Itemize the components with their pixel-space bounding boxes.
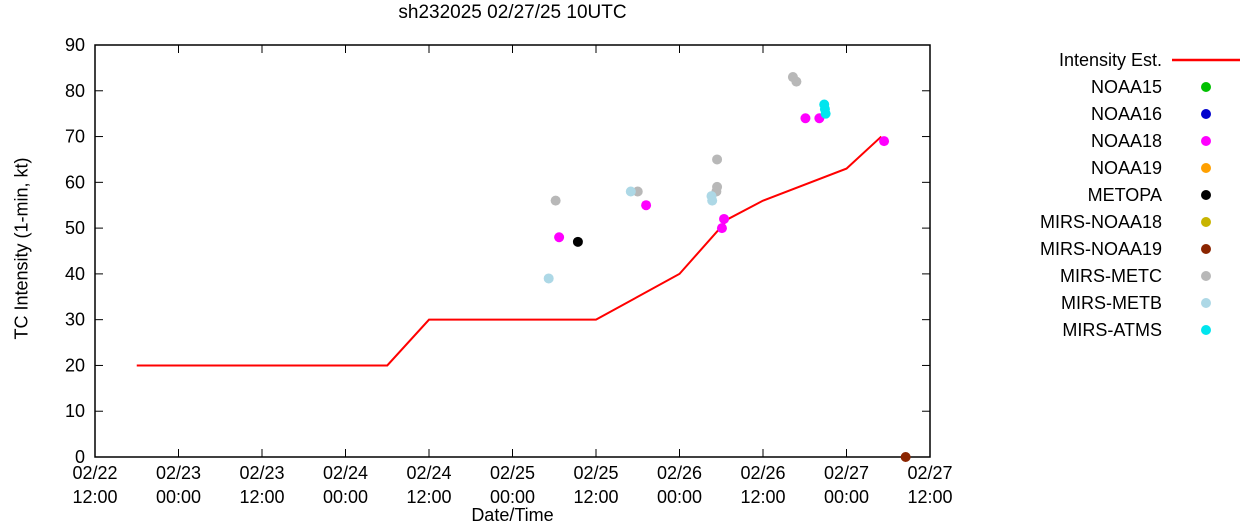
y-tick-label: 60 — [65, 172, 85, 192]
x-tick-label-date: 02/26 — [657, 463, 702, 483]
x-axis-label: Date/Time — [471, 505, 554, 525]
legend-marker-dot-noaa18 — [1201, 136, 1211, 146]
legend-label-metopa: METOPA — [1088, 185, 1162, 205]
scatter-point-mirs-metb — [543, 273, 554, 284]
legend-label-noaa19: NOAA19 — [1091, 158, 1162, 178]
x-tick-label-date: 02/25 — [490, 463, 535, 483]
legend-label-noaa18: NOAA18 — [1091, 131, 1162, 151]
legend-label-mirs-atms: MIRS-ATMS — [1062, 320, 1162, 340]
legend-label-noaa15: NOAA15 — [1091, 77, 1162, 97]
scatter-point-noaa18 — [554, 232, 565, 243]
x-tick-label-date: 02/22 — [72, 463, 117, 483]
chart-title: sh232025 02/27/25 10UTC — [398, 2, 627, 23]
legend-marker-dot-mirs-noaa18 — [1201, 217, 1211, 227]
x-tick-label-date: 02/23 — [239, 463, 284, 483]
scatter-point-mirs-atms — [820, 108, 831, 119]
scatter-point-mirs-noaa19 — [900, 452, 911, 462]
legend-marker-dot-noaa16 — [1201, 109, 1211, 119]
x-tick-label-date: 02/26 — [740, 463, 785, 483]
x-tick-label-time: 00:00 — [824, 487, 869, 507]
x-tick-label-time: 12:00 — [239, 487, 284, 507]
scatter-point-noaa18 — [641, 200, 652, 211]
legend-label-mirs-metb: MIRS-METB — [1061, 293, 1162, 313]
legend-label-mirs-noaa18: MIRS-NOAA18 — [1040, 212, 1162, 232]
scatter-point-mirs-metb — [625, 186, 636, 197]
x-tick-label-date: 02/23 — [156, 463, 201, 483]
x-tick-label-time: 00:00 — [156, 487, 201, 507]
x-tick-label-time: 00:00 — [657, 487, 702, 507]
legend-marker-dot-mirs-atms — [1201, 325, 1211, 335]
x-tick-label-time: 12:00 — [72, 487, 117, 507]
x-tick-label-time: 00:00 — [490, 487, 535, 507]
x-tick-label-time: 00:00 — [323, 487, 368, 507]
x-tick-label-date: 02/24 — [323, 463, 368, 483]
scatter-point-mirs-metc — [712, 181, 723, 192]
y-tick-label: 50 — [65, 218, 85, 238]
legend-label-mirs-metc: MIRS-METC — [1060, 266, 1162, 286]
scatter-point-mirs-metb — [707, 195, 718, 206]
y-tick-label: 10 — [65, 401, 85, 421]
x-tick-label-time: 12:00 — [406, 487, 451, 507]
scatter-point-noaa18 — [716, 223, 727, 234]
x-tick-label-time: 12:00 — [740, 487, 785, 507]
y-tick-label: 30 — [65, 310, 85, 330]
scatter-point-noaa18 — [719, 213, 730, 224]
scatter-point-mirs-metc — [712, 154, 723, 165]
legend-marker-dot-noaa15 — [1201, 82, 1211, 92]
scatter-point-noaa18 — [800, 113, 811, 124]
legend-label-mirs-noaa19: MIRS-NOAA19 — [1040, 239, 1162, 259]
y-tick-label: 80 — [65, 81, 85, 101]
scatter-point-noaa18 — [879, 136, 890, 147]
scatter-point-mirs-metc — [550, 195, 561, 206]
legend-label-intensity-est: Intensity Est. — [1059, 50, 1162, 70]
legend-marker-dot-mirs-metb — [1201, 298, 1211, 308]
x-tick-label-date: 02/27 — [907, 463, 952, 483]
scatter-point-mirs-metc — [791, 76, 802, 87]
x-tick-label-date: 02/24 — [406, 463, 451, 483]
x-tick-label-time: 12:00 — [907, 487, 952, 507]
legend-marker-dot-noaa19 — [1201, 163, 1211, 173]
y-tick-label: 90 — [65, 35, 85, 55]
plot-border — [94, 44, 931, 458]
y-tick-label: 20 — [65, 355, 85, 375]
scatter-point-mirs-metc — [632, 186, 643, 197]
y-tick-label: 70 — [65, 127, 85, 147]
intensity-line — [136, 135, 882, 367]
x-tick-label-date: 02/25 — [573, 463, 618, 483]
legend-marker-dot-metopa — [1201, 190, 1211, 200]
legend-marker-dot-mirs-metc — [1201, 271, 1211, 281]
x-tick-label-date: 02/27 — [824, 463, 869, 483]
legend-label-noaa16: NOAA16 — [1091, 104, 1162, 124]
legend-marker-dot-mirs-noaa19 — [1201, 244, 1211, 254]
x-tick-label-time: 12:00 — [573, 487, 618, 507]
scatter-point-metopa — [572, 236, 583, 247]
y-tick-label: 40 — [65, 264, 85, 284]
y-tick-label: 0 — [75, 447, 85, 467]
